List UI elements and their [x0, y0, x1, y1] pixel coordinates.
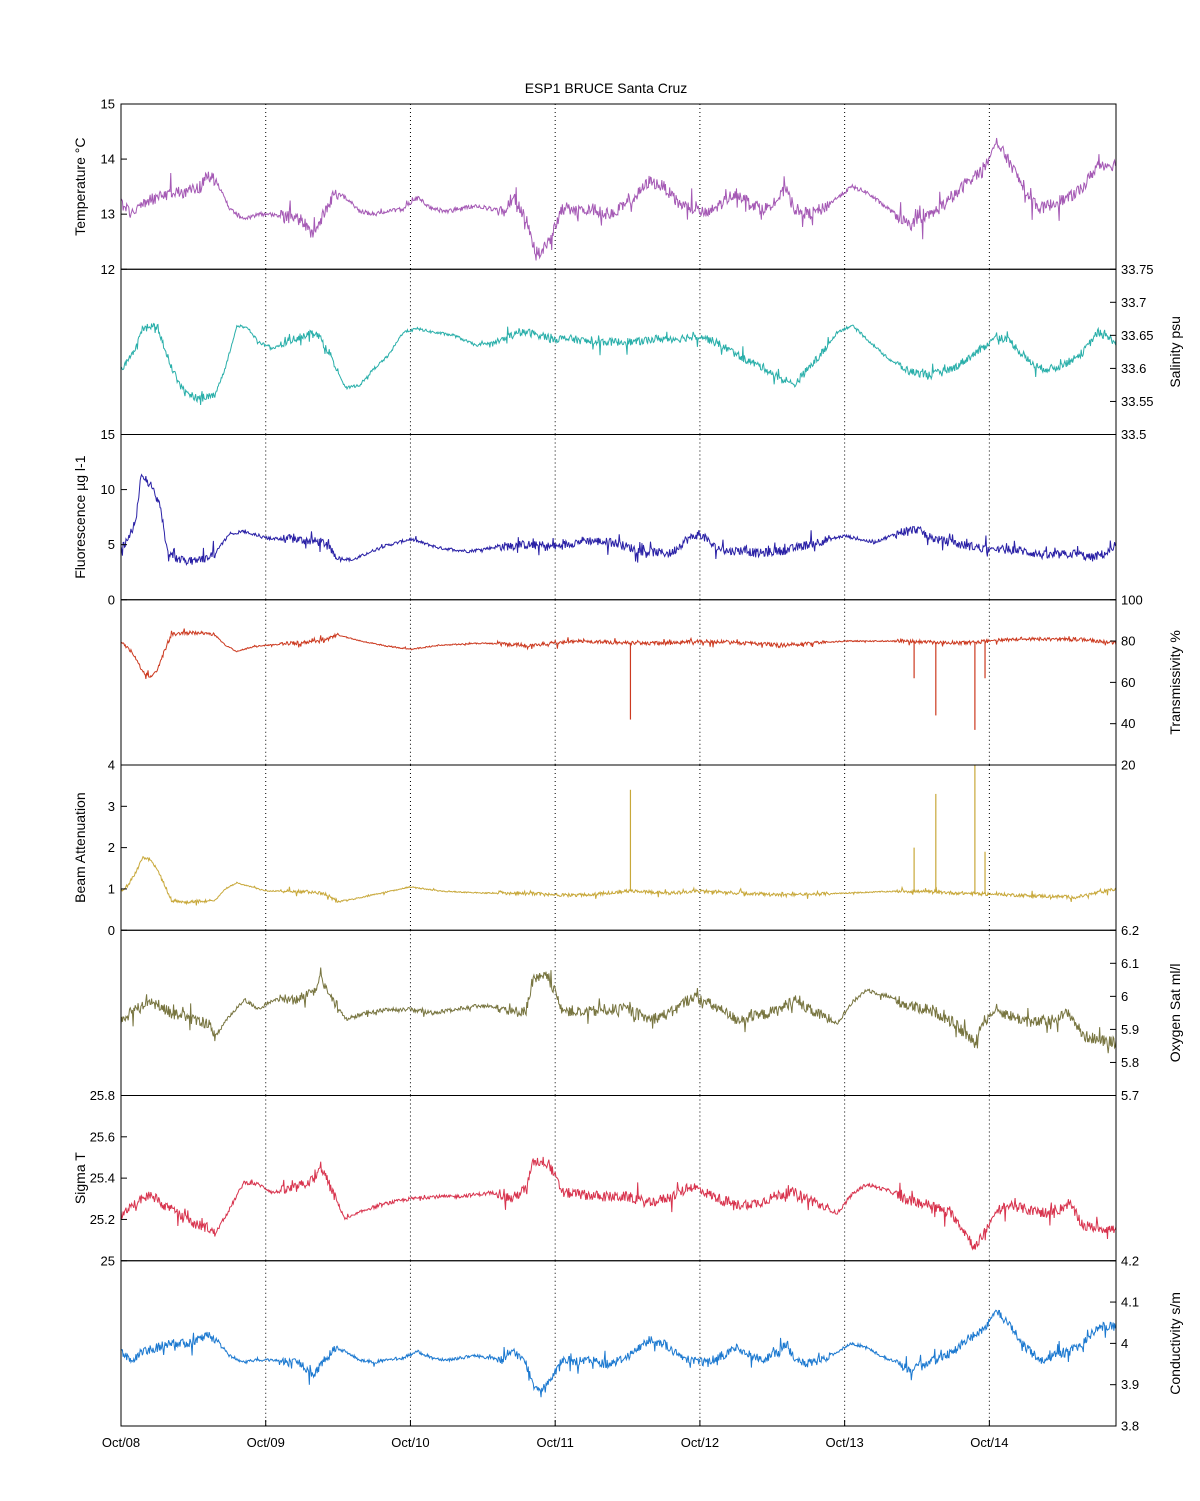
y-tick-label: 25.2 [90, 1212, 115, 1227]
fluorescence-series-line [120, 473, 1117, 566]
panel-conductivity: 3.8 3.9 4 4.1 4.2 Conductivity s/m [120, 1253, 1183, 1434]
y-axis-label: Conductivity s/m [1167, 1292, 1183, 1395]
y-tick-label: 3.9 [1121, 1377, 1139, 1392]
y-tick-label: 4.1 [1121, 1295, 1139, 1310]
y-axis-label: Salinity psu [1167, 316, 1183, 388]
y-tick-label: 5.9 [1121, 1022, 1139, 1037]
panel-sigma_t: 25 25.2 25.4 25.6 25.8 Sigma T [72, 1088, 1117, 1268]
y-tick-label: 6.1 [1121, 956, 1139, 971]
y-tick-label: 13 [101, 207, 115, 222]
y-axis-label: Temperature °C [72, 138, 88, 236]
y-axis-label: Oxygen Sat ml/l [1167, 963, 1183, 1062]
x-tick-label: Oct/10 [391, 1435, 429, 1450]
x-tick-label: Oct/13 [825, 1435, 863, 1450]
x-tick-label: Oct/14 [970, 1435, 1008, 1450]
x-tick-label: Oct/12 [681, 1435, 719, 1450]
y-tick-label: 3 [108, 799, 115, 814]
y-tick-label: 25.4 [90, 1171, 115, 1186]
y-tick-label: 4.2 [1121, 1253, 1139, 1268]
y-tick-label: 33.6 [1121, 361, 1146, 376]
sigma_t-series-line [120, 1156, 1117, 1251]
y-tick-label: 25.8 [90, 1088, 115, 1103]
y-tick-label: 5 [108, 537, 115, 552]
y-tick-label: 33.5 [1121, 427, 1146, 442]
y-tick-label: 2 [108, 840, 115, 855]
conductivity-series-line [120, 1309, 1117, 1398]
y-axis-label: Beam Attenuation [72, 792, 88, 903]
y-tick-label: 1 [108, 881, 115, 896]
x-tick-label: Oct/09 [247, 1435, 285, 1450]
chart-title: ESP1 BRUCE Santa Cruz [525, 80, 688, 96]
y-axis-label: Transmissivity % [1167, 630, 1183, 735]
y-tick-label: 3.8 [1121, 1419, 1139, 1434]
x-tick-label: Oct/08 [102, 1435, 140, 1450]
y-axis-label: Fluorescence µg l-1 [72, 455, 88, 578]
y-tick-label: 25.6 [90, 1129, 115, 1144]
y-tick-label: 25 [101, 1253, 115, 1268]
y-tick-label: 0 [108, 592, 115, 607]
transmissivity-series-line [120, 628, 1117, 679]
y-tick-label: 6.2 [1121, 923, 1139, 938]
y-tick-label: 40 [1121, 716, 1135, 731]
y-tick-label: 14 [101, 152, 115, 167]
y-tick-label: 60 [1121, 675, 1135, 690]
y-tick-label: 100 [1121, 592, 1143, 607]
y-tick-label: 33.75 [1121, 262, 1154, 277]
y-tick-label: 5.8 [1121, 1055, 1139, 1070]
y-tick-label: 0 [108, 923, 115, 938]
oxygen_sat-series-line [120, 967, 1117, 1054]
y-tick-label: 33.7 [1121, 295, 1146, 310]
y-tick-label: 15 [101, 97, 115, 112]
y-tick-label: 10 [101, 482, 115, 497]
y-tick-label: 80 [1121, 634, 1135, 649]
y-tick-label: 20 [1121, 758, 1135, 773]
x-axis: Oct/08 Oct/09 Oct/10 Oct/11 Oct/12 Oct/13 Oct/… [102, 1420, 1009, 1450]
y-tick-label: 33.65 [1121, 328, 1154, 343]
beam_attenuation-series-line [120, 855, 1117, 906]
x-tick-label: Oct/11 [537, 1435, 574, 1450]
y-tick-label: 6 [1121, 989, 1128, 1004]
y-tick-label: 4 [108, 758, 115, 773]
y-tick-label: 33.55 [1121, 394, 1154, 409]
temperature-series-line [120, 137, 1117, 261]
panel-salinity: 33.5 33.55 33.6 33.65 33.7 33.75 Salinity psu [120, 262, 1183, 442]
panel-beam_attenuation: 0 1 2 3 4 Beam Attenuation [72, 758, 1117, 938]
y-tick-label: 5.7 [1121, 1088, 1139, 1103]
y-tick-label: 4 [1121, 1336, 1128, 1351]
salinity-series-line [120, 322, 1117, 406]
y-axis-label: Sigma T [72, 1152, 88, 1204]
y-tick-label: 15 [101, 427, 115, 442]
y-tick-label: 12 [101, 262, 115, 277]
